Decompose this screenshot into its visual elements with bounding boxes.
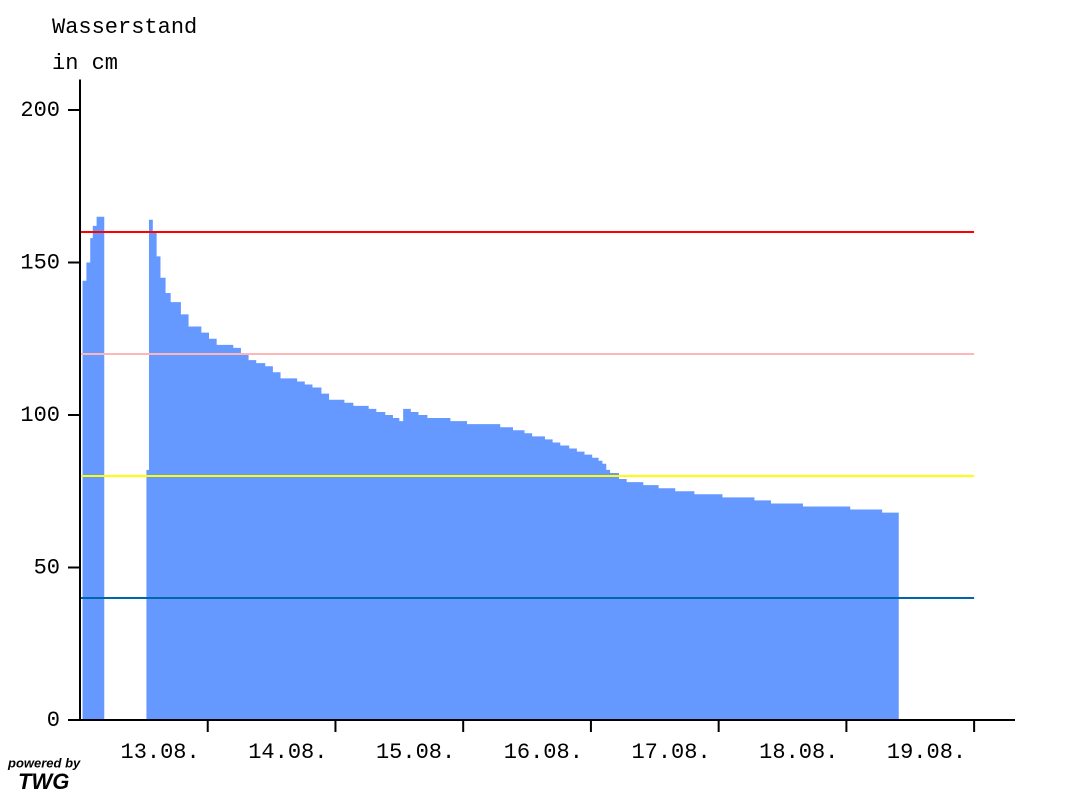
y-axis-label: in cm <box>52 51 118 76</box>
y-tick-label: 50 <box>34 555 60 580</box>
x-tick-label: 17.08. <box>631 740 710 765</box>
y-tick-label: 0 <box>47 708 60 733</box>
x-tick-label: 18.08. <box>759 740 838 765</box>
x-tick-label: 15.08. <box>376 740 455 765</box>
watermark: powered by <box>7 755 81 770</box>
x-tick-label: 14.08. <box>248 740 327 765</box>
watermark: TWG <box>18 769 69 794</box>
y-axis-label: Wasserstand <box>52 15 197 40</box>
area <box>82 216 899 720</box>
x-tick-label: 16.08. <box>504 740 583 765</box>
x-tick-label: 19.08. <box>887 740 966 765</box>
x-tick-label: 13.08. <box>121 740 200 765</box>
y-tick-label: 150 <box>20 250 60 275</box>
y-tick-label: 100 <box>20 403 60 428</box>
y-tick-label: 200 <box>20 98 60 123</box>
